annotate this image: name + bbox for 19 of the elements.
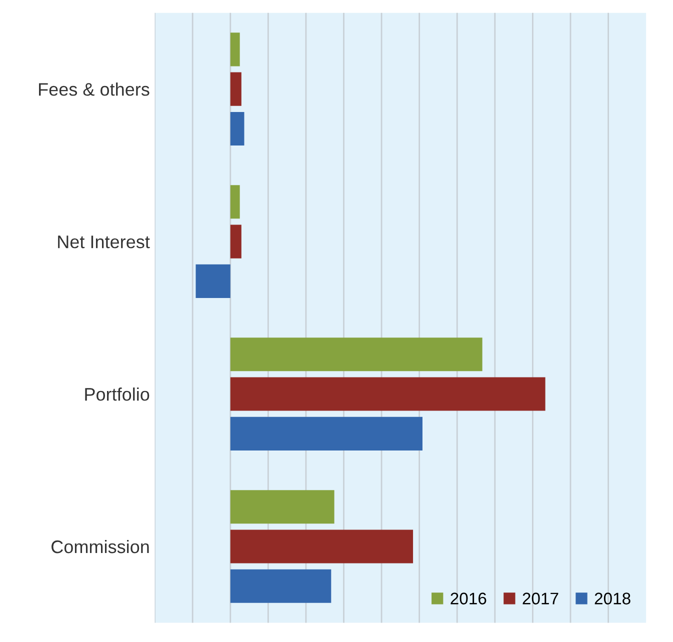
bar: [230, 72, 242, 106]
y-tick-label: Portfolio: [85, 387, 150, 401]
y-tick-label: Fees & others: [39, 82, 150, 96]
legend-label: 2017: [522, 592, 558, 604]
bar: [230, 416, 422, 450]
legend-label: 2018: [594, 592, 630, 604]
bar: [230, 338, 482, 372]
y-tick-label: Commission: [52, 540, 149, 554]
bar: [230, 377, 546, 411]
bar: [230, 530, 414, 564]
bar: [196, 264, 230, 298]
bar: [230, 224, 242, 258]
bar: [230, 569, 332, 603]
bar: [230, 185, 240, 219]
bar: [230, 490, 334, 524]
bar: [230, 32, 240, 66]
y-tick-label: Net Interest: [58, 236, 150, 248]
legend-label: 2016: [450, 592, 486, 604]
bar: [230, 112, 244, 146]
